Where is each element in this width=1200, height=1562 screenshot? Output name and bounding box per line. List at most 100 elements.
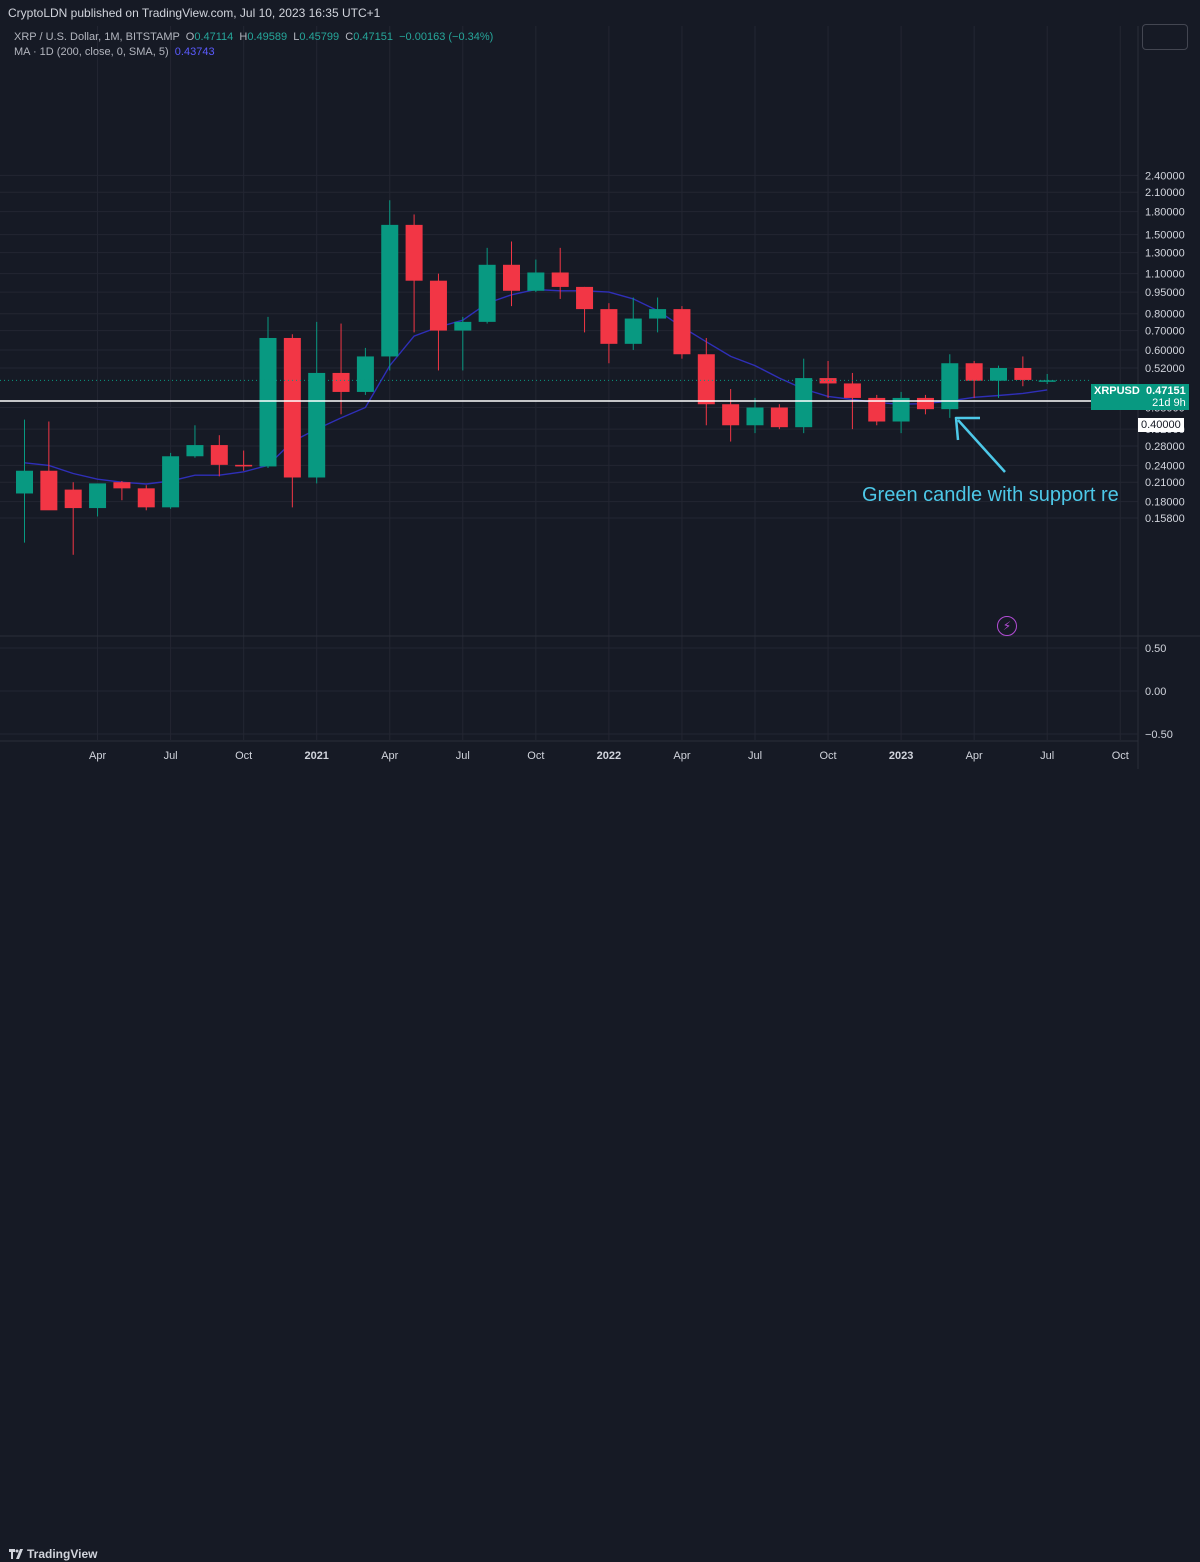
candle-body <box>892 397 910 422</box>
candle-body <box>1038 380 1056 382</box>
candle-body <box>259 337 277 467</box>
price-tick-label: 2.40000 <box>1145 170 1185 182</box>
time-tick-label: Apr <box>381 750 398 762</box>
candle-body <box>89 483 107 509</box>
high-value: 0.49589 <box>247 31 288 43</box>
candle <box>356 347 374 395</box>
candle-body <box>503 264 520 291</box>
price-tick-label: 0.15800 <box>1145 513 1185 525</box>
lower-tick-label: −0.50 <box>1145 729 1173 741</box>
candle-body <box>843 383 861 398</box>
scale-settings-button[interactable] <box>1142 24 1188 50</box>
time-tick-label: Oct <box>235 750 252 762</box>
candle-body <box>965 363 983 381</box>
tradingview-brand: TradingView <box>27 1547 98 1561</box>
candle <box>1014 356 1032 387</box>
legend: XRP / U.S. Dollar, 1M, BITSTAMP O0.47114… <box>14 30 493 60</box>
symbol-name: XRP / U.S. Dollar, 1M, BITSTAMP <box>14 31 180 43</box>
candle-body <box>162 456 180 508</box>
candle-body <box>308 372 326 478</box>
candle <box>235 450 253 471</box>
top-bar: CryptoLDN published on TradingView.com, … <box>0 0 1200 26</box>
price-tick-label: 1.80000 <box>1145 207 1185 219</box>
candle <box>89 483 107 517</box>
candle <box>770 404 788 430</box>
candle-body <box>941 363 959 410</box>
lower-tick-label: 0.50 <box>1145 643 1166 655</box>
time-tick-label: Apr <box>966 750 983 762</box>
candle <box>722 389 740 442</box>
lightning-icon[interactable]: ⚡ <box>997 616 1017 636</box>
change-value: −0.00163 (−0.34%) <box>399 31 494 43</box>
candle <box>259 316 277 469</box>
candle <box>795 358 813 434</box>
candle-body <box>990 368 1007 381</box>
candle <box>454 316 472 371</box>
candle-body <box>186 445 204 457</box>
candle <box>308 321 326 484</box>
price-tick-label: 1.30000 <box>1145 248 1185 260</box>
candle-body <box>673 309 691 355</box>
price-tick-label: 0.21000 <box>1145 477 1185 489</box>
candle-body <box>624 318 642 344</box>
candle <box>283 334 301 508</box>
candle-body <box>649 309 667 319</box>
overlay-layer <box>0 379 1138 473</box>
horizontal-level-tag: 0.40000 <box>1138 418 1184 432</box>
price-tick-label: 1.50000 <box>1145 230 1185 242</box>
ma-label: MA · 1D (200, close, 0, SMA, 5) <box>14 46 169 58</box>
candle <box>478 247 496 324</box>
candle <box>64 482 82 555</box>
time-tick-label: Apr <box>89 750 106 762</box>
candle-body <box>795 378 813 428</box>
low-value: 0.45799 <box>299 31 340 43</box>
time-tick-label: 2022 <box>597 750 621 762</box>
time-tick-label: 2023 <box>889 750 913 762</box>
candle-body <box>746 407 764 426</box>
candle-body <box>405 224 423 281</box>
candle-body <box>210 445 228 465</box>
price-tick-label: 0.70000 <box>1145 326 1185 338</box>
candle-body <box>235 464 253 467</box>
candle <box>673 306 691 359</box>
price-tag-symbol: XRPUSD <box>1094 385 1140 397</box>
price-tick-label: 0.95000 <box>1145 287 1185 299</box>
price-tick-label: 0.52000 <box>1145 363 1185 375</box>
candle <box>551 247 569 299</box>
candle-body <box>527 272 545 291</box>
candle-body <box>283 337 301 478</box>
candle-body <box>64 489 82 509</box>
candle <box>965 360 983 398</box>
candle <box>624 297 642 350</box>
candle <box>527 259 545 293</box>
candle-body <box>332 372 350 392</box>
candle <box>16 419 33 543</box>
time-tick-label: Jul <box>456 750 470 762</box>
lower-tick-label: 0.00 <box>1145 686 1166 698</box>
tradingview-logo[interactable]: TradingView <box>9 1547 97 1561</box>
candle <box>332 323 350 415</box>
candle <box>381 200 399 371</box>
candle-body <box>16 470 33 494</box>
candle <box>405 214 423 333</box>
candle <box>941 354 959 418</box>
candle-body <box>916 397 934 410</box>
price-tick-label: 0.60000 <box>1145 345 1185 357</box>
close-value: 0.47151 <box>353 31 393 43</box>
candle <box>576 286 594 333</box>
symbol-legend-row[interactable]: XRP / U.S. Dollar, 1M, BITSTAMP O0.47114… <box>14 30 493 45</box>
candle <box>600 303 618 364</box>
candle <box>892 391 910 434</box>
candle <box>186 425 204 458</box>
current-price-tag: XRPUSD 0.47151 21d 9h <box>1091 384 1189 410</box>
ma-legend-row[interactable]: MA · 1D (200, close, 0, SMA, 5) 0.43743 <box>14 45 493 60</box>
candle-body <box>40 470 58 511</box>
price-tick-label: 2.10000 <box>1145 187 1185 199</box>
price-chart[interactable]: 0.158000.180000.210000.240000.280000.320… <box>0 0 1200 799</box>
price-axis: 0.158000.180000.210000.240000.280000.320… <box>1145 170 1185 525</box>
candle <box>503 241 520 307</box>
time-tick-label: Jul <box>1040 750 1054 762</box>
price-tick-label: 0.24000 <box>1145 460 1185 472</box>
candle <box>210 435 228 477</box>
candle <box>746 397 764 434</box>
